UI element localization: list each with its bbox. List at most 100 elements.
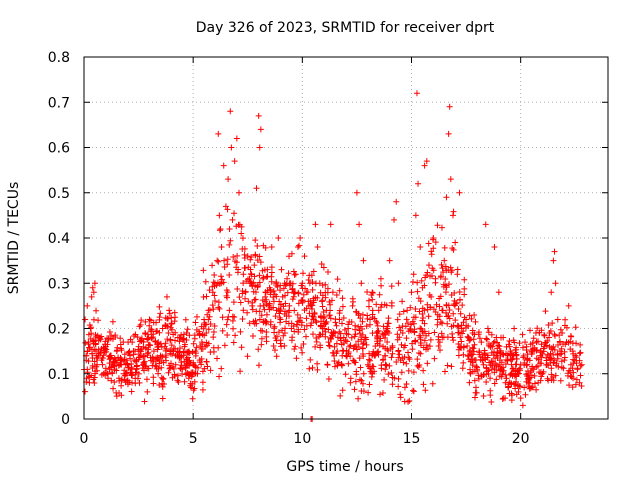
data-point <box>288 337 295 344</box>
data-point <box>229 216 236 223</box>
data-point <box>203 358 210 365</box>
data-point <box>508 397 515 404</box>
data-point <box>423 342 430 349</box>
data-point <box>216 305 223 312</box>
data-point <box>161 343 168 350</box>
data-point <box>439 334 446 341</box>
data-point <box>257 259 264 266</box>
data-point <box>493 352 500 359</box>
data-point <box>448 323 455 330</box>
data-point <box>491 380 498 387</box>
data-point <box>337 392 344 399</box>
data-point <box>275 329 282 336</box>
data-point <box>289 296 296 303</box>
data-point <box>146 316 153 323</box>
data-point <box>420 367 427 374</box>
data-point <box>377 391 384 398</box>
data-point <box>276 308 283 315</box>
data-point <box>420 344 427 351</box>
data-point <box>219 314 226 321</box>
data-point <box>448 269 455 276</box>
x-tick-label: 15 <box>403 431 421 447</box>
data-point <box>384 320 391 327</box>
data-point <box>554 341 561 348</box>
data-point <box>237 328 244 335</box>
data-point <box>491 365 498 372</box>
data-point <box>470 348 477 355</box>
data-point <box>156 303 163 310</box>
data-point <box>202 343 209 350</box>
data-point <box>148 326 155 333</box>
data-point <box>367 316 374 323</box>
data-point <box>462 324 469 331</box>
data-point <box>513 378 520 385</box>
data-point <box>412 337 419 344</box>
data-point <box>431 329 438 336</box>
data-point <box>309 331 316 338</box>
data-point <box>503 375 510 382</box>
data-point <box>115 375 122 382</box>
data-point <box>420 381 427 388</box>
data-point <box>502 379 509 386</box>
data-point <box>303 322 310 329</box>
data-point <box>472 318 479 325</box>
data-point <box>224 294 231 301</box>
data-point <box>278 343 285 350</box>
data-point <box>416 332 423 339</box>
y-tick-label: 0.4 <box>48 231 70 247</box>
data-point <box>553 362 560 369</box>
data-point <box>272 313 279 320</box>
data-point <box>174 377 181 384</box>
data-point <box>412 305 419 312</box>
data-point <box>134 334 141 341</box>
data-point <box>118 345 125 352</box>
data-point <box>558 358 565 365</box>
data-point <box>270 342 277 349</box>
data-point <box>192 348 199 355</box>
data-point <box>359 311 366 318</box>
data-point <box>150 374 157 381</box>
data-point <box>425 240 432 247</box>
data-point <box>324 361 331 368</box>
data-point <box>128 364 135 371</box>
data-point <box>405 349 412 356</box>
data-point <box>317 331 324 338</box>
data-point <box>397 357 404 364</box>
data-point <box>130 348 137 355</box>
data-point <box>573 360 580 367</box>
data-point <box>331 352 338 359</box>
data-point <box>200 267 207 274</box>
data-point <box>556 338 563 345</box>
data-point <box>494 339 501 346</box>
data-point <box>445 130 452 137</box>
data-point <box>355 338 362 345</box>
data-point <box>303 315 310 322</box>
data-point <box>159 376 166 383</box>
data-point <box>519 331 526 338</box>
data-point <box>243 278 250 285</box>
data-point <box>341 326 348 333</box>
data-point <box>249 306 256 313</box>
data-point <box>457 334 464 341</box>
axis-ticks: 0 0.1 0.2 0.3 0.4 0.5 0.6 0.7 0.8 0 5 10 15 20 <box>48 50 608 447</box>
data-point <box>481 350 488 357</box>
data-point <box>248 271 255 278</box>
data-point <box>199 368 206 375</box>
data-point <box>577 341 584 348</box>
data-point <box>153 357 160 364</box>
data-point <box>576 379 583 386</box>
data-point <box>471 357 478 364</box>
data-point <box>299 285 306 292</box>
data-point <box>330 328 337 335</box>
data-point <box>314 366 321 373</box>
data-point <box>240 307 247 314</box>
data-point <box>278 266 285 273</box>
data-point <box>421 337 428 344</box>
data-point <box>226 225 233 232</box>
data-point <box>190 361 197 368</box>
data-point <box>312 317 319 324</box>
data-point <box>141 398 148 405</box>
data-point <box>396 351 403 358</box>
data-point <box>210 344 217 351</box>
data-point <box>230 339 237 346</box>
